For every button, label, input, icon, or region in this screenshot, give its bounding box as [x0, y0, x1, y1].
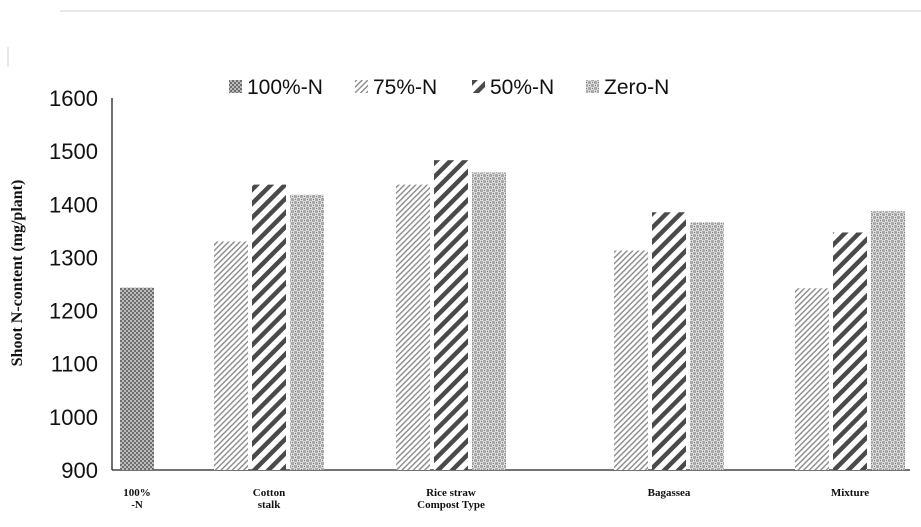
bar-50-n-2: [434, 160, 468, 471]
bar-75-n-2: [396, 184, 430, 470]
bars-group: [120, 160, 905, 471]
y-tick-label: 1100: [51, 352, 98, 377]
bar-50-n-3: [652, 212, 686, 470]
y-tick-label: 1400: [49, 192, 98, 217]
y-tick-label: 1600: [49, 86, 98, 111]
bar-75-n-1: [214, 241, 248, 470]
category-label: Cotton stalk: [253, 487, 285, 511]
bar-75-n-4: [795, 288, 829, 470]
y-tick-label: 1200: [49, 299, 98, 324]
bar-50-n-4: [833, 232, 867, 470]
bar-50-n-1: [252, 184, 286, 470]
legend-swatch-50-n: [472, 80, 485, 93]
y-tick-label: 1000: [49, 405, 98, 430]
category-label: Bagassea: [648, 487, 691, 499]
bar-zero-n-2: [472, 172, 506, 470]
legend-label: Zero-N: [604, 76, 669, 99]
y-tick-label: 900: [61, 458, 98, 483]
bar-zero-n-3: [690, 222, 724, 470]
legend-label: 75%-N: [373, 76, 437, 99]
legend-swatch-100-n: [229, 80, 242, 93]
legend-label: 100%-N: [247, 76, 323, 99]
y-tick-labels: 1600 1500 1400 1300 1200 1100 1000 900: [49, 86, 98, 483]
bar-75-n-3: [614, 250, 648, 470]
category-label: Rice straw Compost Type: [417, 487, 485, 511]
bar-100-n-0: [120, 287, 154, 470]
legend: 100%-N 75%-N 50%-N Zero-N: [229, 76, 669, 99]
legend-label: 50%-N: [490, 76, 554, 99]
category-labels: 100% -N Cotton stalk Rice straw Compost Type B…: [123, 487, 869, 511]
y-tick-label: 1300: [49, 245, 98, 270]
legend-swatch-zero-n: [586, 80, 599, 93]
category-label: 100% -N: [123, 487, 151, 511]
y-axis-label: Shoot N-content (mg/plant): [9, 180, 26, 367]
bar-zero-n-4: [871, 211, 905, 471]
legend-swatch-75-n: [355, 80, 368, 93]
category-label: Mixture: [831, 487, 869, 499]
bar-zero-n-1: [290, 194, 324, 470]
y-tick-label: 1500: [49, 139, 98, 164]
